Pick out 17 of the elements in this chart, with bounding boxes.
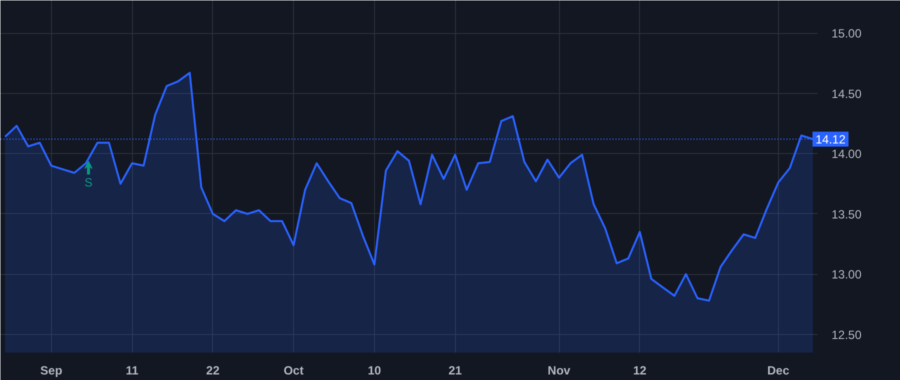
x-tick-label: 21 [448,364,462,378]
y-tick-label: 13.00 [832,268,862,282]
x-tick-label: 10 [368,364,382,378]
x-tick-label: 12 [633,364,647,378]
y-tick-label: 15.00 [832,26,862,41]
y-tick-label: 13.50 [832,207,862,222]
y-tick-label: 14.50 [832,86,862,101]
y-tick-label: 12.50 [832,328,862,342]
y-tick-label: 14.00 [832,147,862,162]
x-tick-label: Oct [284,364,304,378]
x-tick-label: 22 [206,364,220,378]
x-tick-label: Dec [767,364,790,378]
ref-line-label: 14.12 [816,132,846,147]
x-tick-label: Nov [548,364,571,378]
x-tick-label: Sep [40,364,62,378]
x-tick-label: 11 [126,364,139,378]
annotation: S [84,176,93,190]
